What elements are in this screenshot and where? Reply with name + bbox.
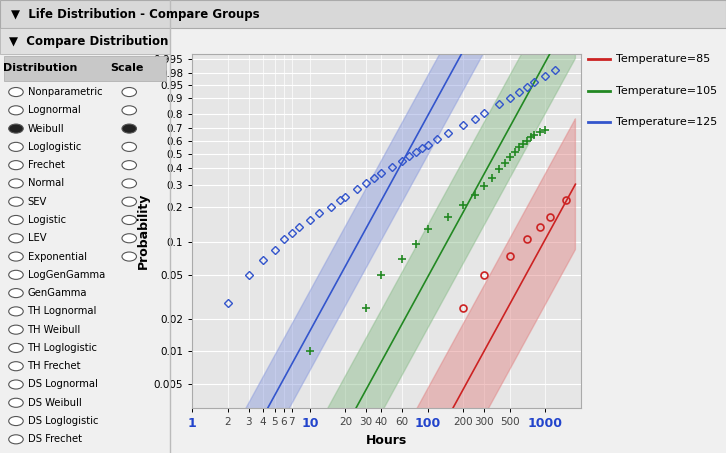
Text: LEV: LEV xyxy=(28,233,46,243)
Text: Temperature=125: Temperature=125 xyxy=(616,117,717,127)
Text: Distribution: Distribution xyxy=(3,63,77,73)
Text: SEV: SEV xyxy=(28,197,47,207)
Text: Normal: Normal xyxy=(28,178,64,188)
Text: ▼  Compare Distribution: ▼ Compare Distribution xyxy=(9,35,168,48)
Text: LogGenGamma: LogGenGamma xyxy=(28,270,105,280)
Text: ▼  Life Distribution - Compare Groups: ▼ Life Distribution - Compare Groups xyxy=(11,8,259,20)
X-axis label: Hours: Hours xyxy=(366,434,407,447)
Text: GenGamma: GenGamma xyxy=(28,288,87,298)
Text: DS Frechet: DS Frechet xyxy=(28,434,81,444)
Text: TH Lognormal: TH Lognormal xyxy=(28,306,97,316)
Text: Logistic: Logistic xyxy=(28,215,66,225)
Text: Weibull: Weibull xyxy=(28,124,64,134)
Y-axis label: Probability: Probability xyxy=(136,193,150,269)
Text: Nonparametric: Nonparametric xyxy=(28,87,102,97)
Text: TH Loglogistic: TH Loglogistic xyxy=(28,343,97,353)
Text: Scale: Scale xyxy=(110,63,144,73)
Text: Loglogistic: Loglogistic xyxy=(28,142,81,152)
Text: TH Weibull: TH Weibull xyxy=(28,325,81,335)
Text: Frechet: Frechet xyxy=(28,160,65,170)
Text: Lognormal: Lognormal xyxy=(28,105,81,116)
Text: Exponential: Exponential xyxy=(28,251,86,261)
Text: DS Loglogistic: DS Loglogistic xyxy=(28,416,98,426)
Text: Temperature=105: Temperature=105 xyxy=(616,86,717,96)
Text: TH Frechet: TH Frechet xyxy=(28,361,81,371)
Text: DS Lognormal: DS Lognormal xyxy=(28,380,97,390)
Text: DS Weibull: DS Weibull xyxy=(28,398,81,408)
Text: Temperature=85: Temperature=85 xyxy=(616,54,710,64)
